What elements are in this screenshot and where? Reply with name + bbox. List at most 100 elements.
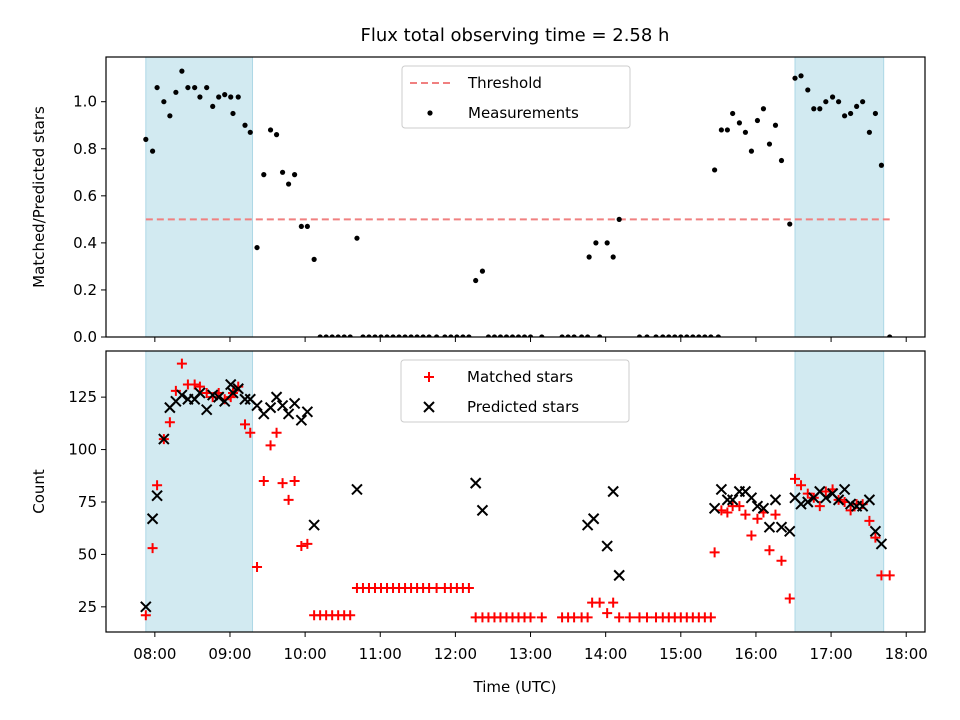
data-point — [672, 334, 678, 337]
y-tick-label: 0.2 — [73, 281, 97, 299]
data-point — [872, 110, 879, 117]
data-point — [335, 334, 341, 337]
data-point — [763, 521, 776, 533]
data-point — [565, 334, 571, 337]
data-point — [766, 141, 773, 147]
axes-frame — [105, 56, 926, 338]
data-point — [270, 391, 283, 403]
legend-label: Matched stars — [467, 368, 573, 386]
data-point — [463, 582, 474, 593]
data-point — [746, 530, 757, 541]
data-point — [521, 334, 528, 337]
data-point — [636, 334, 643, 337]
data-point — [579, 334, 585, 337]
data-point — [778, 157, 785, 164]
data-point — [795, 498, 807, 510]
y-axis-label: Count — [30, 469, 48, 514]
data-point — [796, 480, 807, 491]
data-point — [751, 500, 764, 512]
data-point — [559, 334, 565, 337]
data-point — [582, 612, 593, 623]
x-tick-label: 17:00 — [809, 645, 852, 663]
series-measurements — [143, 68, 893, 337]
data-point — [152, 480, 163, 491]
data-point — [660, 334, 666, 337]
ratio-panel: 0.0 0.2 0.4 0.6 0.8 1.0 Matched/Predicted star… — [30, 56, 926, 346]
data-point — [277, 478, 288, 489]
data-point — [571, 334, 577, 337]
data-point — [870, 532, 881, 543]
x-tick-label: 15:00 — [659, 645, 702, 663]
data-point — [329, 334, 335, 337]
x-tick-label: 11:00 — [359, 645, 402, 663]
data-point — [204, 84, 210, 91]
data-point — [644, 334, 650, 337]
data-point — [624, 612, 635, 623]
data-point — [366, 334, 372, 337]
data-point — [740, 509, 751, 520]
count-panel: 25 50 75 100 125 08:00 09:00 10:00 11:00 12:00 13:… — [30, 350, 928, 663]
data-point — [251, 399, 263, 412]
data-point — [185, 84, 191, 91]
data-point — [616, 216, 622, 222]
data-point — [715, 483, 728, 496]
data-point — [304, 223, 310, 230]
x-tick-label: 13:00 — [509, 645, 552, 663]
data-point — [866, 129, 872, 135]
axes-frame — [105, 350, 926, 633]
data-point — [610, 254, 616, 260]
data-point — [283, 494, 294, 505]
data-point — [690, 334, 696, 337]
data-point — [469, 477, 482, 489]
data-point — [345, 610, 356, 621]
data-point — [875, 538, 888, 550]
data-point — [525, 612, 536, 623]
data-point — [748, 148, 755, 154]
data-point — [802, 496, 814, 508]
y-tick-label: 0.6 — [73, 187, 97, 205]
data-point — [811, 106, 817, 112]
data-point — [772, 122, 779, 128]
data-point — [347, 334, 353, 337]
data-point — [164, 417, 175, 428]
data-point — [863, 494, 876, 506]
data-point — [712, 167, 718, 173]
data-point — [730, 110, 736, 117]
data-point — [770, 509, 781, 520]
data-point — [805, 87, 811, 93]
data-point — [536, 612, 547, 623]
legend-swatch — [423, 401, 435, 413]
data-point — [167, 113, 173, 119]
data-point — [593, 240, 599, 246]
data-point — [585, 334, 591, 337]
data-point — [754, 117, 761, 124]
data-point — [466, 334, 472, 337]
series-predicted-stars — [140, 378, 888, 613]
data-point — [497, 334, 504, 337]
data-point — [708, 502, 721, 514]
data-point — [206, 389, 219, 401]
data-point — [608, 597, 619, 608]
data-point — [154, 84, 160, 91]
data-point — [301, 406, 314, 418]
data-point — [503, 334, 510, 337]
data-point — [597, 334, 603, 337]
data-point — [282, 408, 295, 420]
data-point — [454, 334, 460, 337]
data-point — [860, 99, 866, 105]
data-point — [702, 334, 708, 337]
data-point — [678, 334, 684, 337]
data-point — [760, 106, 767, 112]
x-tick-label: 18:00 — [885, 645, 928, 663]
data-point — [225, 378, 237, 391]
data-point — [396, 334, 402, 337]
data-point — [887, 334, 893, 337]
data-point — [684, 334, 690, 337]
y-tick-label: 0.8 — [73, 140, 97, 158]
data-point — [311, 256, 317, 262]
data-point — [757, 502, 770, 514]
data-point — [709, 547, 720, 558]
data-point — [140, 601, 152, 613]
x-axis-label: Time (UTC) — [473, 678, 557, 696]
data-point — [146, 513, 159, 525]
